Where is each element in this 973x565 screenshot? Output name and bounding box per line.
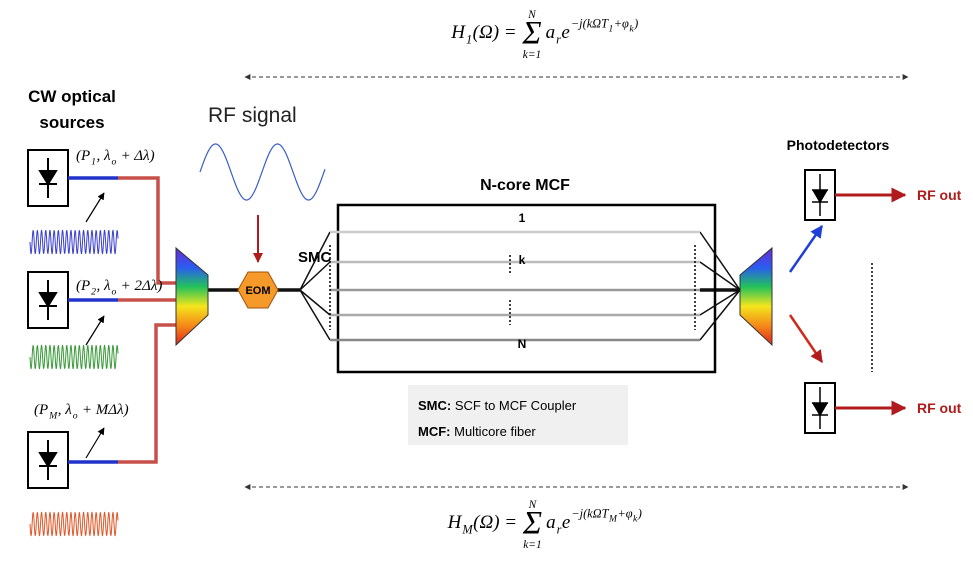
sum-top: N [528,499,538,511]
math-supsub: k [629,24,634,34]
math-text: a [546,512,556,533]
math-supsub: k [633,514,638,524]
math-sub: M [48,411,58,422]
math-sub: 2 [91,287,96,298]
math-sub: o [112,287,117,298]
core-label: 1 [519,211,526,225]
fan-out [299,231,741,341]
pointer-arrows [85,192,105,459]
math-sup: −j(kΩT [571,507,609,521]
legend-box [408,385,628,445]
rf-signal-label: RF signal [208,104,297,127]
demultiplexer [739,246,773,347]
arrow [788,314,824,364]
waveforms [29,229,119,537]
core-label: N [518,337,527,351]
math-supsub: M [608,514,618,524]
math-sub: 1 [91,157,96,168]
math-text: (Ω) = [473,512,522,533]
rf-waveform [199,143,326,201]
mcf-box [336,203,717,374]
multiplexer [175,246,209,347]
math-text: a [546,22,556,43]
rf-out-label: RF out [917,187,962,203]
optical-waveform [29,511,119,537]
math-sub: o [73,411,78,422]
sources-title: sources [39,113,104,132]
math-text: e [561,22,569,43]
math-text: (P [76,148,90,164]
math-text: (Ω) = [473,22,522,43]
sources-title: CW optical [28,87,116,106]
dots [329,245,873,372]
math-text: e [562,512,570,533]
math-text: H [450,22,466,43]
math-sup: ) [637,507,642,521]
rf-out-label: RF out [917,400,962,416]
math-sub: r [557,523,562,537]
math-text: + 2Δλ) [117,278,162,294]
math-sup: +φ [614,17,629,31]
diode [38,280,58,320]
math-sup: −j(kΩT [571,17,609,31]
legend-entry: SMC: SCF to MCF Coupler [418,398,577,413]
sum-sign: Σ [522,505,542,541]
sum-top: N [527,9,537,21]
arrow [788,224,824,273]
math-sub: 1 [466,33,472,47]
math-text: + Δλ) [117,148,155,164]
photodetectors-title: Photodetectors [787,137,890,153]
math-text: , λ [58,402,73,418]
mcf-title: N-core MCF [480,177,570,194]
fibers [68,176,740,464]
legend-entry: MCF: Multicore fiber [418,424,536,439]
pd-symbols [811,174,829,429]
eom-label: EOM [245,285,270,297]
diodes [38,158,58,480]
optical-waveform [29,344,119,370]
diode [38,158,58,198]
math-text: (P [76,278,90,294]
legend-text: Multicore fiber [454,424,536,439]
math-text: H [447,512,463,533]
math-text: (P [34,402,48,418]
diode [38,440,58,480]
cores [330,230,700,342]
legend-key: SMC: [418,398,451,413]
math-text: , λ [97,148,112,164]
equation-top: H 1 (Ω) = ΣNk=1a r e −j(kΩT 1 +φ k) [450,9,638,61]
sum-bottom: k=1 [523,49,541,61]
eom [237,271,279,309]
optical-waveform [29,229,119,255]
legend-text: SCF to MCF Coupler [455,398,577,413]
math-supsub: 1 [608,24,613,34]
math-sub: o [112,157,117,168]
math-sub: M [461,523,473,537]
sum-bottom: k=1 [523,539,541,551]
legend-key: MCF: [418,424,451,439]
smc-label: SMC [298,249,332,266]
sum-sign: Σ [521,15,541,51]
math-sub: r [556,33,561,47]
math-text: + MΔλ) [78,402,128,418]
core-label: k [519,253,526,267]
equation-bottom: H M (Ω) = ΣNk=1a r e −j(kΩT M +φ k) [447,499,642,551]
math-text: , λ [97,278,112,294]
math-sup: +φ [617,507,632,521]
math-sup: ) [633,17,638,31]
